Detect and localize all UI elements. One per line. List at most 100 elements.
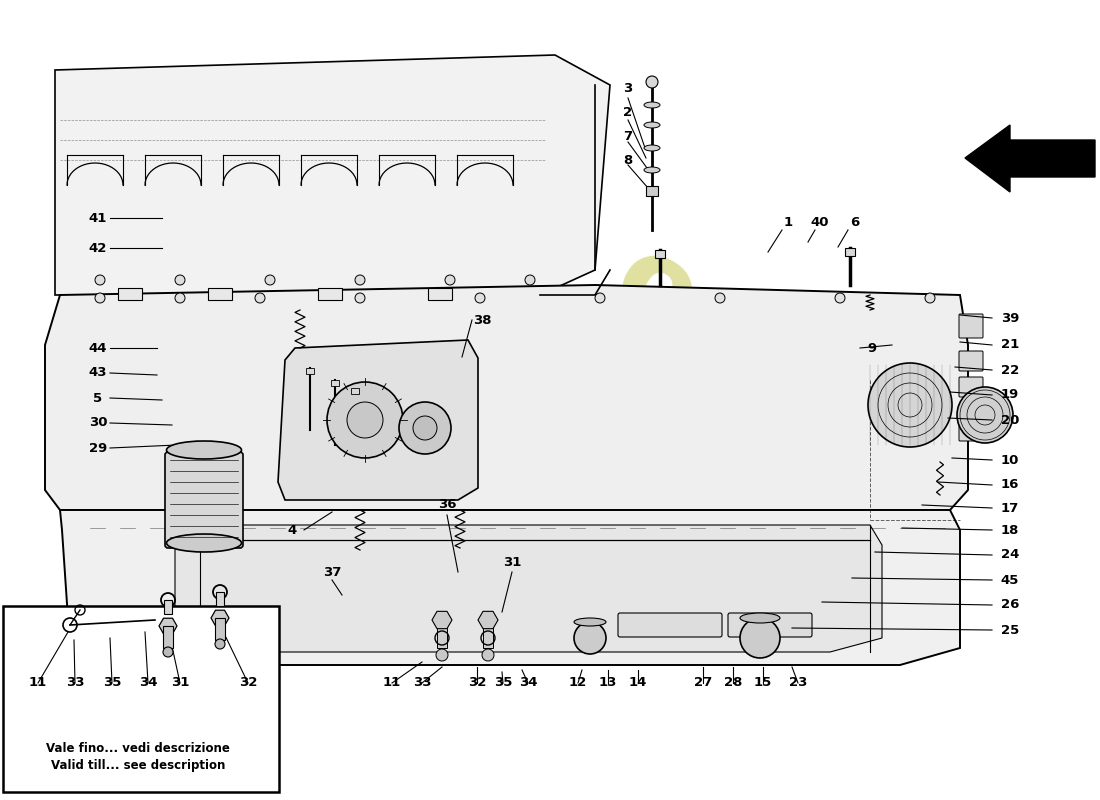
Bar <box>654 250 666 258</box>
Circle shape <box>595 293 605 303</box>
Text: 26: 26 <box>1001 598 1020 611</box>
Polygon shape <box>432 611 452 629</box>
Text: 31: 31 <box>503 555 521 569</box>
Text: 32: 32 <box>239 677 257 690</box>
Circle shape <box>475 293 485 303</box>
Text: 32: 32 <box>468 677 486 690</box>
Text: 20: 20 <box>1001 414 1020 426</box>
Bar <box>483 620 493 648</box>
FancyBboxPatch shape <box>165 452 243 548</box>
Text: 3: 3 <box>624 82 632 94</box>
Text: 39: 39 <box>1001 311 1020 325</box>
Text: 21: 21 <box>1001 338 1019 351</box>
Text: 6: 6 <box>850 215 859 229</box>
FancyBboxPatch shape <box>728 613 812 637</box>
Ellipse shape <box>574 618 606 626</box>
Bar <box>163 626 173 648</box>
Text: 8: 8 <box>624 154 632 166</box>
Bar <box>214 618 225 640</box>
Bar <box>164 600 172 614</box>
Text: Vale fino... vedi descrizione: Vale fino... vedi descrizione <box>46 742 230 754</box>
Circle shape <box>740 618 780 658</box>
Polygon shape <box>175 525 882 652</box>
Text: 29: 29 <box>89 442 107 454</box>
Bar <box>306 368 313 374</box>
Circle shape <box>327 382 403 458</box>
Bar <box>208 288 232 300</box>
Text: 7: 7 <box>624 130 632 142</box>
Text: 43: 43 <box>89 366 108 379</box>
FancyBboxPatch shape <box>3 606 279 792</box>
FancyBboxPatch shape <box>959 314 983 338</box>
Circle shape <box>835 293 845 303</box>
Text: 35: 35 <box>102 677 121 690</box>
Text: 35: 35 <box>494 677 513 690</box>
Polygon shape <box>60 510 960 665</box>
Text: 42: 42 <box>89 242 107 254</box>
Text: 16: 16 <box>1001 478 1020 491</box>
Circle shape <box>868 363 952 447</box>
Circle shape <box>175 275 185 285</box>
Circle shape <box>715 293 725 303</box>
Polygon shape <box>478 611 498 629</box>
Text: 25: 25 <box>1001 623 1019 637</box>
Ellipse shape <box>166 441 242 459</box>
Text: 41: 41 <box>89 211 107 225</box>
FancyBboxPatch shape <box>959 404 983 424</box>
Text: Valid till... see description: Valid till... see description <box>51 758 225 771</box>
Text: 34: 34 <box>519 677 537 690</box>
Polygon shape <box>965 125 1094 192</box>
Circle shape <box>399 402 451 454</box>
Text: 18: 18 <box>1001 523 1020 537</box>
Text: 34: 34 <box>139 677 157 690</box>
Text: 9: 9 <box>868 342 877 354</box>
Bar <box>351 388 359 394</box>
Circle shape <box>265 275 275 285</box>
FancyBboxPatch shape <box>959 351 983 371</box>
Text: 1: 1 <box>783 215 793 229</box>
Text: 24: 24 <box>1001 549 1020 562</box>
Text: 33: 33 <box>412 677 431 690</box>
Ellipse shape <box>644 145 660 151</box>
Text: 45: 45 <box>1001 574 1020 586</box>
Text: 23: 23 <box>789 677 807 690</box>
Text: 38: 38 <box>473 314 492 326</box>
Text: 2: 2 <box>624 106 632 118</box>
Ellipse shape <box>644 122 660 128</box>
Polygon shape <box>160 618 177 634</box>
Text: 11: 11 <box>29 677 47 690</box>
Polygon shape <box>55 55 610 295</box>
Bar <box>845 248 855 256</box>
Ellipse shape <box>740 613 780 623</box>
Bar <box>331 380 339 386</box>
Text: passionforparts.com: passionforparts.com <box>236 234 763 566</box>
Text: 19: 19 <box>1001 389 1019 402</box>
Circle shape <box>574 622 606 654</box>
Circle shape <box>355 293 365 303</box>
Text: 11: 11 <box>383 677 402 690</box>
FancyBboxPatch shape <box>959 377 983 397</box>
Bar <box>216 592 224 606</box>
Text: 5: 5 <box>94 391 102 405</box>
Text: 27: 27 <box>694 677 712 690</box>
Polygon shape <box>45 285 968 510</box>
Text: 22: 22 <box>1001 363 1019 377</box>
Polygon shape <box>278 340 478 500</box>
Circle shape <box>163 647 173 657</box>
Circle shape <box>446 275 455 285</box>
Circle shape <box>95 293 104 303</box>
Circle shape <box>214 639 225 649</box>
Text: 40: 40 <box>811 215 829 229</box>
Text: 4: 4 <box>287 523 297 537</box>
Polygon shape <box>211 610 229 626</box>
Text: 37: 37 <box>322 566 341 578</box>
Ellipse shape <box>166 534 242 552</box>
Circle shape <box>355 275 365 285</box>
Bar <box>318 288 342 300</box>
Circle shape <box>436 649 448 661</box>
Bar <box>118 288 142 300</box>
Circle shape <box>646 76 658 88</box>
Ellipse shape <box>644 167 660 173</box>
Bar <box>437 620 447 648</box>
Text: 30: 30 <box>89 417 108 430</box>
